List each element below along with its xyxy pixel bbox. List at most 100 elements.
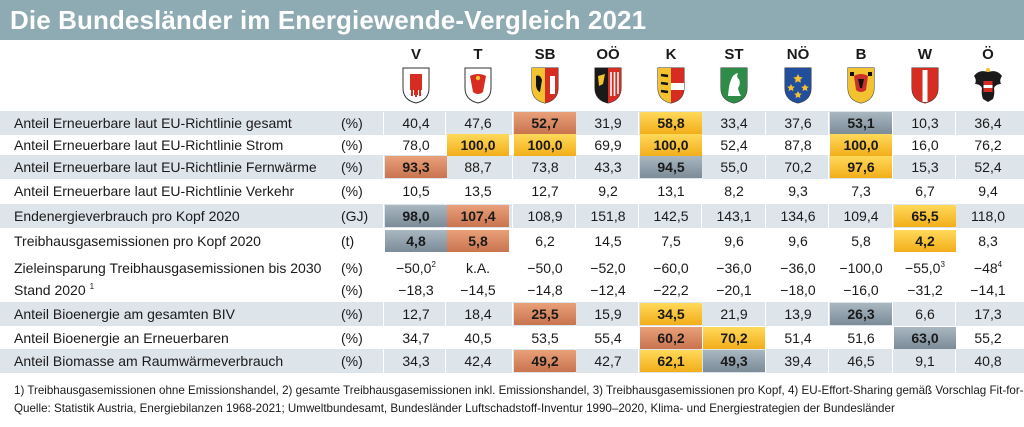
cell-value: 34,5 [657, 306, 685, 322]
cell-value: 60,2 [657, 330, 685, 346]
row-label: Anteil Erneuerbare laut EU-Richtlinie ge… [14, 115, 292, 131]
cell-value: 52,4 [720, 137, 748, 153]
row-unit: (%) [341, 282, 363, 298]
cell-value: 7,5 [661, 233, 681, 249]
cell-value: 63,0 [911, 330, 939, 346]
table-cell: 118,0 [957, 205, 1019, 227]
cell-value: 52,7 [531, 115, 559, 131]
table-cell: 37,6 [767, 112, 829, 134]
cell-value: 52,4 [974, 159, 1002, 175]
table-cell: 31,9 [577, 112, 639, 134]
cell-value: 13,1 [657, 183, 685, 199]
cell-value: −12,4 [590, 282, 626, 298]
column-header-st: ST [724, 46, 744, 63]
cell-value: 100,0 [460, 137, 496, 153]
cell-value: 16,0 [911, 137, 939, 153]
cell-value: 8,3 [978, 233, 998, 249]
wien-coat-of-arms-icon [893, 66, 957, 108]
row-unit: (%) [341, 159, 363, 175]
cell-value: 107,4 [460, 208, 496, 224]
table-cell: 52,4 [703, 134, 765, 156]
cell-value: 49,3 [720, 353, 748, 369]
column-header-nö: NÖ [786, 46, 810, 63]
cell-value: 40,8 [974, 353, 1002, 369]
table-cell: 107,4 [447, 205, 509, 227]
table-cell: 16,0 [894, 134, 956, 156]
table-cell: 42,4 [447, 350, 509, 372]
cell-value: −31,2 [907, 282, 943, 298]
table-cell: 97,6 [830, 156, 892, 178]
table-cell: 78,0 [385, 134, 447, 156]
table-cell: 70,2 [767, 156, 829, 178]
column-separator [575, 112, 576, 378]
cell-value: 51,4 [784, 330, 812, 346]
kaernten-coat-of-arms-icon [639, 66, 703, 108]
table-cell: 9,3 [767, 180, 829, 202]
footnote-marker: 2 [431, 260, 436, 269]
table-cell: 70,2 [703, 327, 765, 349]
row-label-text: Treibhausgasemissionen pro Kopf 2020 [14, 233, 261, 249]
table-cell: 34,5 [640, 303, 702, 325]
cell-value: 93,3 [402, 159, 430, 175]
column-separator [765, 112, 766, 378]
table-cell: 100,0 [830, 134, 892, 156]
table-cell: 25,5 [514, 303, 576, 325]
table-cell: 33,4 [703, 112, 765, 134]
cell-value: 55,4 [594, 330, 622, 346]
table-cell: 12,7 [385, 303, 447, 325]
cell-value: 118,0 [971, 208, 1005, 224]
table-cell: −16,0 [830, 279, 892, 301]
table-cell: −14,5 [447, 279, 509, 301]
table-cell: 9,6 [767, 230, 829, 252]
table-cell: 87,8 [767, 134, 829, 156]
column-header-t: T [473, 46, 483, 63]
cell-value: −55,0 [905, 260, 941, 276]
table-cell: 34,3 [385, 350, 447, 372]
column-header-sb: SB [534, 46, 556, 63]
cell-value: 40,5 [464, 330, 492, 346]
cell-value: 100,0 [843, 137, 879, 153]
table-cell: 7,5 [640, 230, 702, 252]
cell-value: 4,8 [406, 233, 426, 249]
cell-value: −48 [973, 260, 998, 276]
table-cell: 58,8 [640, 112, 702, 134]
row-label-text: Stand 2020 [14, 282, 86, 298]
table-cell: 12,7 [514, 180, 576, 202]
cell-value: 25,5 [531, 306, 559, 322]
cell-value: 12,7 [402, 306, 430, 322]
table-cell: 55,4 [577, 327, 639, 349]
cell-value: 15,3 [911, 159, 939, 175]
cell-value: 17,3 [974, 306, 1002, 322]
table-cell: 36,4 [957, 112, 1019, 134]
cell-value: 34,7 [402, 330, 430, 346]
cell-value: 78,0 [402, 137, 430, 153]
cell-value: 9,3 [788, 183, 808, 199]
table-cell: −18,3 [385, 279, 447, 301]
table-cell: 26,3 [830, 303, 892, 325]
column-header-v: V [410, 46, 421, 63]
column-separator [701, 112, 702, 378]
cell-value: 36,4 [974, 115, 1002, 131]
table-cell: 10,5 [385, 180, 447, 202]
cell-value: 51,6 [847, 330, 875, 346]
cell-value: 26,3 [847, 306, 875, 322]
table-cell: 9,6 [703, 230, 765, 252]
cell-value: −50,0 [527, 260, 563, 276]
table-cell: 4,2 [894, 230, 956, 252]
table-cell: 9,1 [894, 350, 956, 372]
cell-value: −16,0 [843, 282, 879, 298]
cell-value: 151,8 [590, 208, 626, 224]
table-cell: 39,4 [767, 350, 829, 372]
cell-value: −14,8 [527, 282, 563, 298]
cell-value: −14,5 [460, 282, 496, 298]
column-header-w: W [917, 46, 933, 63]
row-label-text: Anteil Biomasse am Raumwärmeverbrauch [14, 353, 284, 369]
footnote-marker: 1 [89, 282, 95, 292]
cell-value: 9,2 [598, 183, 618, 199]
table-cell: 51,6 [830, 327, 892, 349]
cell-value: 9,4 [978, 183, 998, 199]
column-separator [638, 112, 639, 378]
title-bar: Die Bundesländer im Energiewende-Verglei… [0, 0, 1024, 40]
table-cell: 55,0 [703, 156, 765, 178]
cell-value: 8,2 [724, 183, 744, 199]
